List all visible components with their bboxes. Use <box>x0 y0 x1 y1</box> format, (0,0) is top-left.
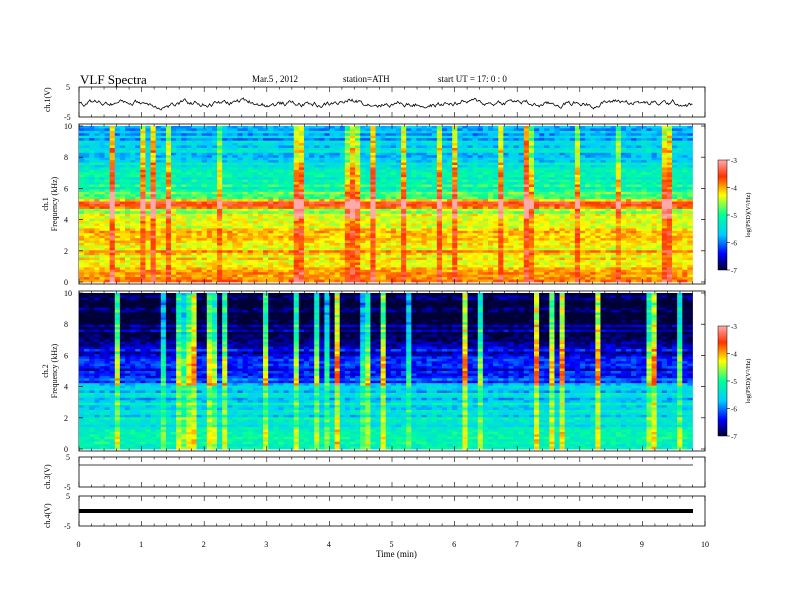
colorbar-tick-label: -3 <box>731 323 737 331</box>
time-axis-ticks: 0 1 2 3 4 5 6 7 8 9 10 <box>77 87 709 549</box>
freq-tick-label: 2 <box>64 247 68 256</box>
time-tick-label: 7 <box>515 540 519 549</box>
time-tick-label: 1 <box>139 540 143 549</box>
time-tick-label: 3 <box>264 540 268 549</box>
time-tick-label: 0 <box>77 540 81 549</box>
ch3-waveform-ylabel: ch.3(V) <box>43 464 52 489</box>
time-tick-label: 9 <box>640 540 644 549</box>
colorbar-tick-label: -3 <box>731 157 737 165</box>
colorbar-tick-label: -6 <box>731 406 737 414</box>
colorbar-tick-label: -7 <box>731 267 737 275</box>
ch1-colorbar-ticks: -3 -4 -5 -6 -7 <box>727 157 737 275</box>
station-label: station=ATH <box>343 74 390 84</box>
ch1-waveform-ylabel: ch.1(V) <box>43 87 52 112</box>
freq-tick-label: 10 <box>64 289 72 298</box>
ch1-colorbar-label: log(PSD)(V²/Hz) <box>745 193 752 238</box>
ch3-waveform-panel: 5 -5 ch.3(V) <box>43 453 706 492</box>
ch1-colorbar <box>717 159 728 271</box>
colorbar-tick-label: -4 <box>731 351 737 359</box>
ch2-channel-label: ch.2 <box>41 364 50 378</box>
colorbar-tick-label: -4 <box>731 185 737 193</box>
colorbar-tick-label: -5 <box>731 378 737 386</box>
time-tick-label: 8 <box>577 540 581 549</box>
freq-tick-label: 4 <box>64 383 68 392</box>
ch2-colorbar <box>717 325 728 437</box>
date-label: Mar.5 , 2012 <box>252 74 298 84</box>
ch1-spectrogram-image <box>79 126 693 283</box>
figure-title: VLF Spectra <box>80 72 147 87</box>
ch3-ytick-top: 5 <box>66 453 70 462</box>
time-tick-label: 6 <box>452 540 456 549</box>
time-tick-label: 4 <box>327 540 331 549</box>
ch2-spectrogram-image <box>79 293 693 450</box>
ch4-ytick-bottom: -5 <box>64 522 71 531</box>
ch1-channel-label: ch.1 <box>41 197 50 211</box>
freq-tick-label: 8 <box>64 153 68 162</box>
colorbar-tick-label: -5 <box>731 212 737 220</box>
ch1-ytick-bottom: -5 <box>64 113 71 122</box>
time-tick-label: 2 <box>202 540 206 549</box>
ch2-spectrogram-yticks: 0 2 4 6 8 10 <box>64 289 705 454</box>
ch2-frequency-axis-label: Frequency (kHz) <box>50 343 59 398</box>
ch1-ytick-top: 5 <box>66 83 70 92</box>
freq-tick-label: 8 <box>64 320 68 329</box>
ch4-ytick-top: 5 <box>66 492 70 501</box>
ch4-waveform-ylabel: ch.4(V) <box>43 503 52 528</box>
freq-tick-label: 0 <box>64 445 68 454</box>
freq-tick-label: 0 <box>64 278 68 287</box>
colorbar-tick-label: -6 <box>731 240 737 248</box>
ch4-waveform-panel: 5 -5 ch.4(V) <box>43 492 706 531</box>
ch2-colorbar-ticks: -3 -4 -5 -6 -7 <box>727 323 737 441</box>
ch1-waveform-panel: 5 -5 ch.1(V) <box>43 83 706 122</box>
colorbar-tick-label: -7 <box>731 433 737 441</box>
ch1-frequency-axis-label: Frequency (kHz) <box>50 176 59 231</box>
ch1-spectrogram-yticks: 0 2 4 6 8 10 <box>64 122 705 287</box>
ch2-colorbar-label: log(PSD)(V²/Hz) <box>745 359 752 404</box>
freq-tick-label: 4 <box>64 216 68 225</box>
freq-tick-label: 2 <box>64 414 68 423</box>
ch3-ytick-bottom: -5 <box>64 483 71 492</box>
freq-tick-label: 6 <box>64 351 68 360</box>
time-tick-label: 5 <box>390 540 394 549</box>
freq-tick-label: 10 <box>64 122 72 131</box>
time-axis-label: Time (min) <box>376 549 417 559</box>
ch1-waveform-trace <box>78 97 693 111</box>
start-time-label: start UT = 17: 0 : 0 <box>438 74 507 84</box>
freq-tick-label: 6 <box>64 184 68 193</box>
time-tick-label: 10 <box>701 540 709 549</box>
